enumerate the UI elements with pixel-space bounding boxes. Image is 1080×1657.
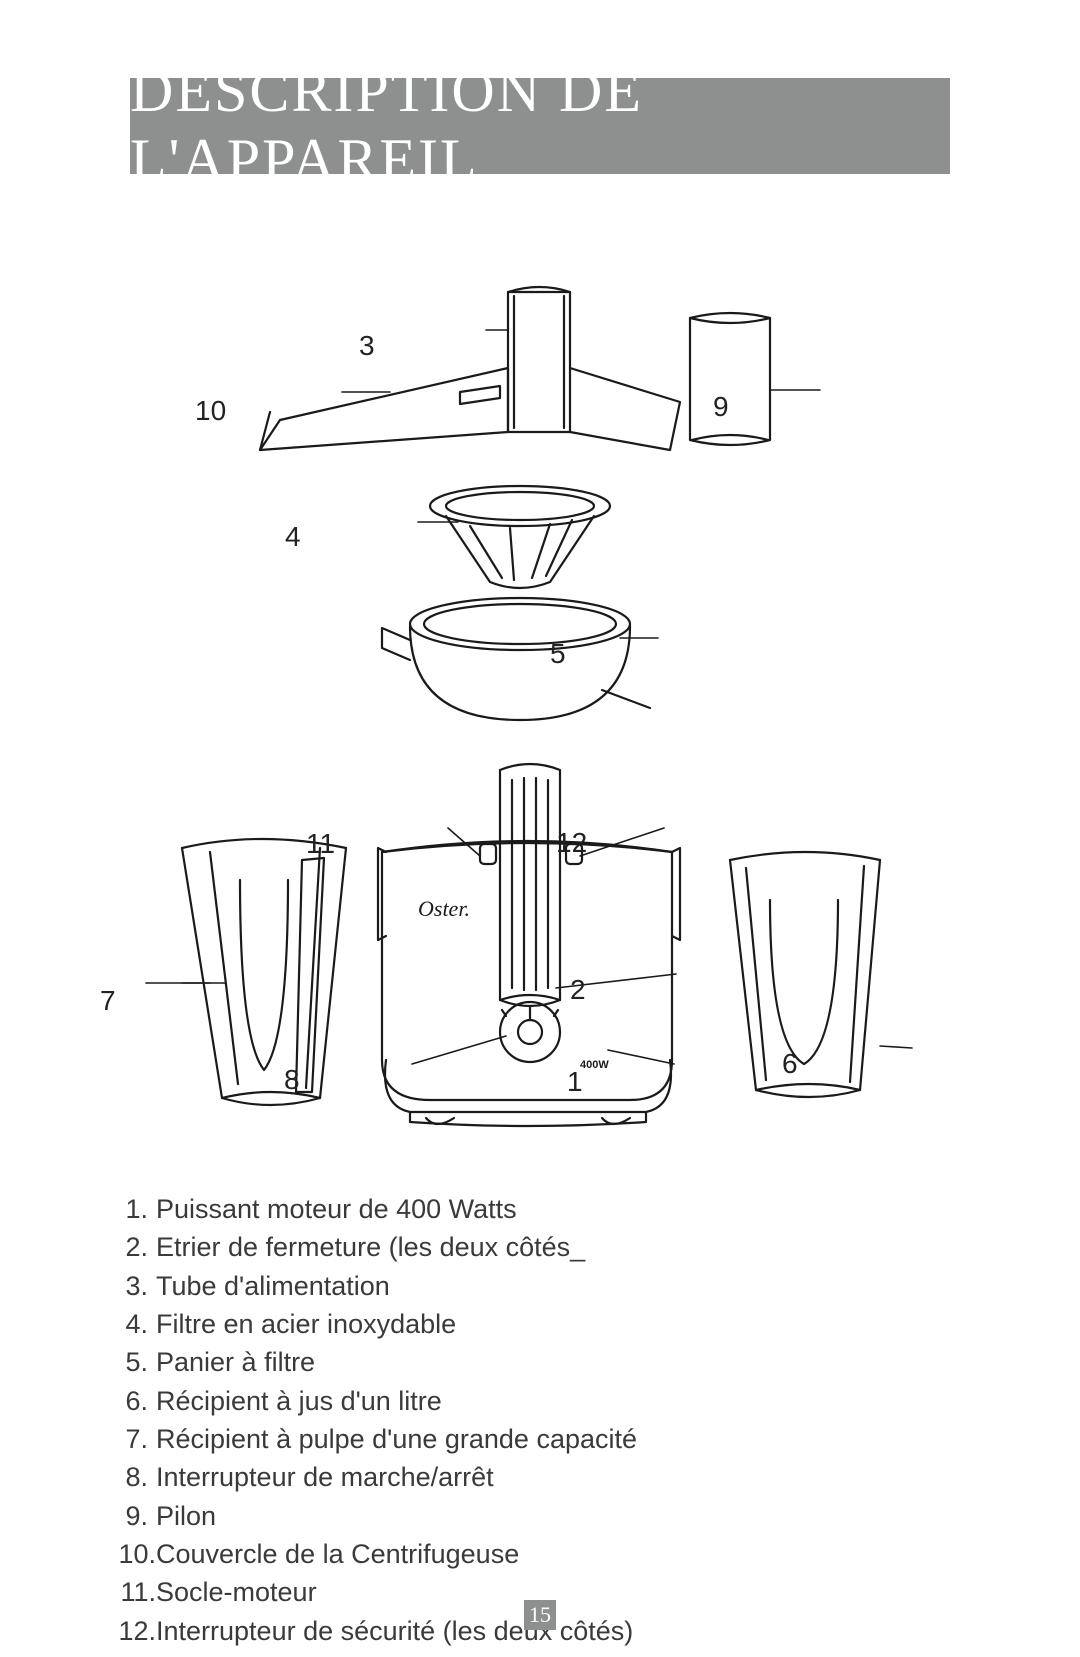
list-item: Interrupteur de sécurité (les deux côtés… (156, 1612, 633, 1650)
list-num: 1. (108, 1190, 156, 1228)
list-item: Interrupteur de marche/arrêt (156, 1458, 494, 1496)
part-filter-basket (382, 598, 650, 720)
list-item: Panier à filtre (156, 1343, 315, 1381)
list-num: 8. (108, 1458, 156, 1496)
callout-3: 3 (359, 330, 375, 362)
part-juice-container (730, 852, 880, 1097)
list-item: Récipient à jus d'un litre (156, 1382, 442, 1420)
list-num: 9. (108, 1497, 156, 1535)
list-num: 6. (108, 1382, 156, 1420)
manual-page: DESCRIPTION DE L'APPAREIL (0, 0, 1080, 1657)
part-pulp-container (182, 839, 346, 1105)
list-item: Tube d'alimentation (156, 1267, 390, 1305)
part-feed-tube (508, 287, 570, 432)
callout-12: 12 (556, 827, 587, 859)
callout-10: 10 (195, 395, 226, 427)
list-num: 11. (108, 1573, 156, 1611)
wattage-label: 400W (580, 1059, 609, 1071)
part-filter (430, 486, 610, 588)
callout-6: 6 (782, 1048, 798, 1080)
list-item: Puissant moteur de 400 Watts (156, 1190, 517, 1228)
callout-11: 11 (306, 828, 335, 860)
callout-2: 2 (570, 974, 586, 1006)
callout-7: 7 (100, 985, 116, 1017)
callout-8: 8 (284, 1064, 300, 1096)
brand-logo: Oster. (418, 896, 470, 921)
callout-5: 5 (550, 638, 566, 670)
list-num: 2. (108, 1228, 156, 1266)
parts-list: 1.Puissant moteur de 400 Watts 2.Etrier … (108, 1190, 637, 1650)
list-num: 7. (108, 1420, 156, 1458)
list-num: 4. (108, 1305, 156, 1343)
callout-1: 1 (567, 1066, 583, 1098)
page-number: 15 (524, 1600, 556, 1630)
list-item: Récipient à pulpe d'une grande capacité (156, 1420, 637, 1458)
part-lid (260, 368, 680, 450)
list-num: 5. (108, 1343, 156, 1381)
page-title: DESCRIPTION DE L'APPAREIL (130, 57, 950, 195)
list-num: 3. (108, 1267, 156, 1305)
list-num: 10. (108, 1535, 156, 1573)
list-num: 12. (108, 1612, 156, 1650)
callout-4: 4 (285, 521, 301, 553)
list-item: Filtre en acier inoxydable (156, 1305, 456, 1343)
exploded-diagram: Oster. 400W (110, 300, 970, 1130)
list-item: Pilon (156, 1497, 216, 1535)
callout-9: 9 (713, 391, 729, 423)
list-item: Couvercle de la Centrifugeuse (156, 1535, 519, 1573)
list-item: Socle-moteur (156, 1573, 317, 1611)
list-item: Etrier de fermeture (les deux côtés_ (156, 1228, 585, 1266)
part-pusher (690, 313, 770, 445)
part-motor-base: Oster. 400W (378, 764, 680, 1126)
title-bar: DESCRIPTION DE L'APPAREIL (130, 78, 950, 174)
